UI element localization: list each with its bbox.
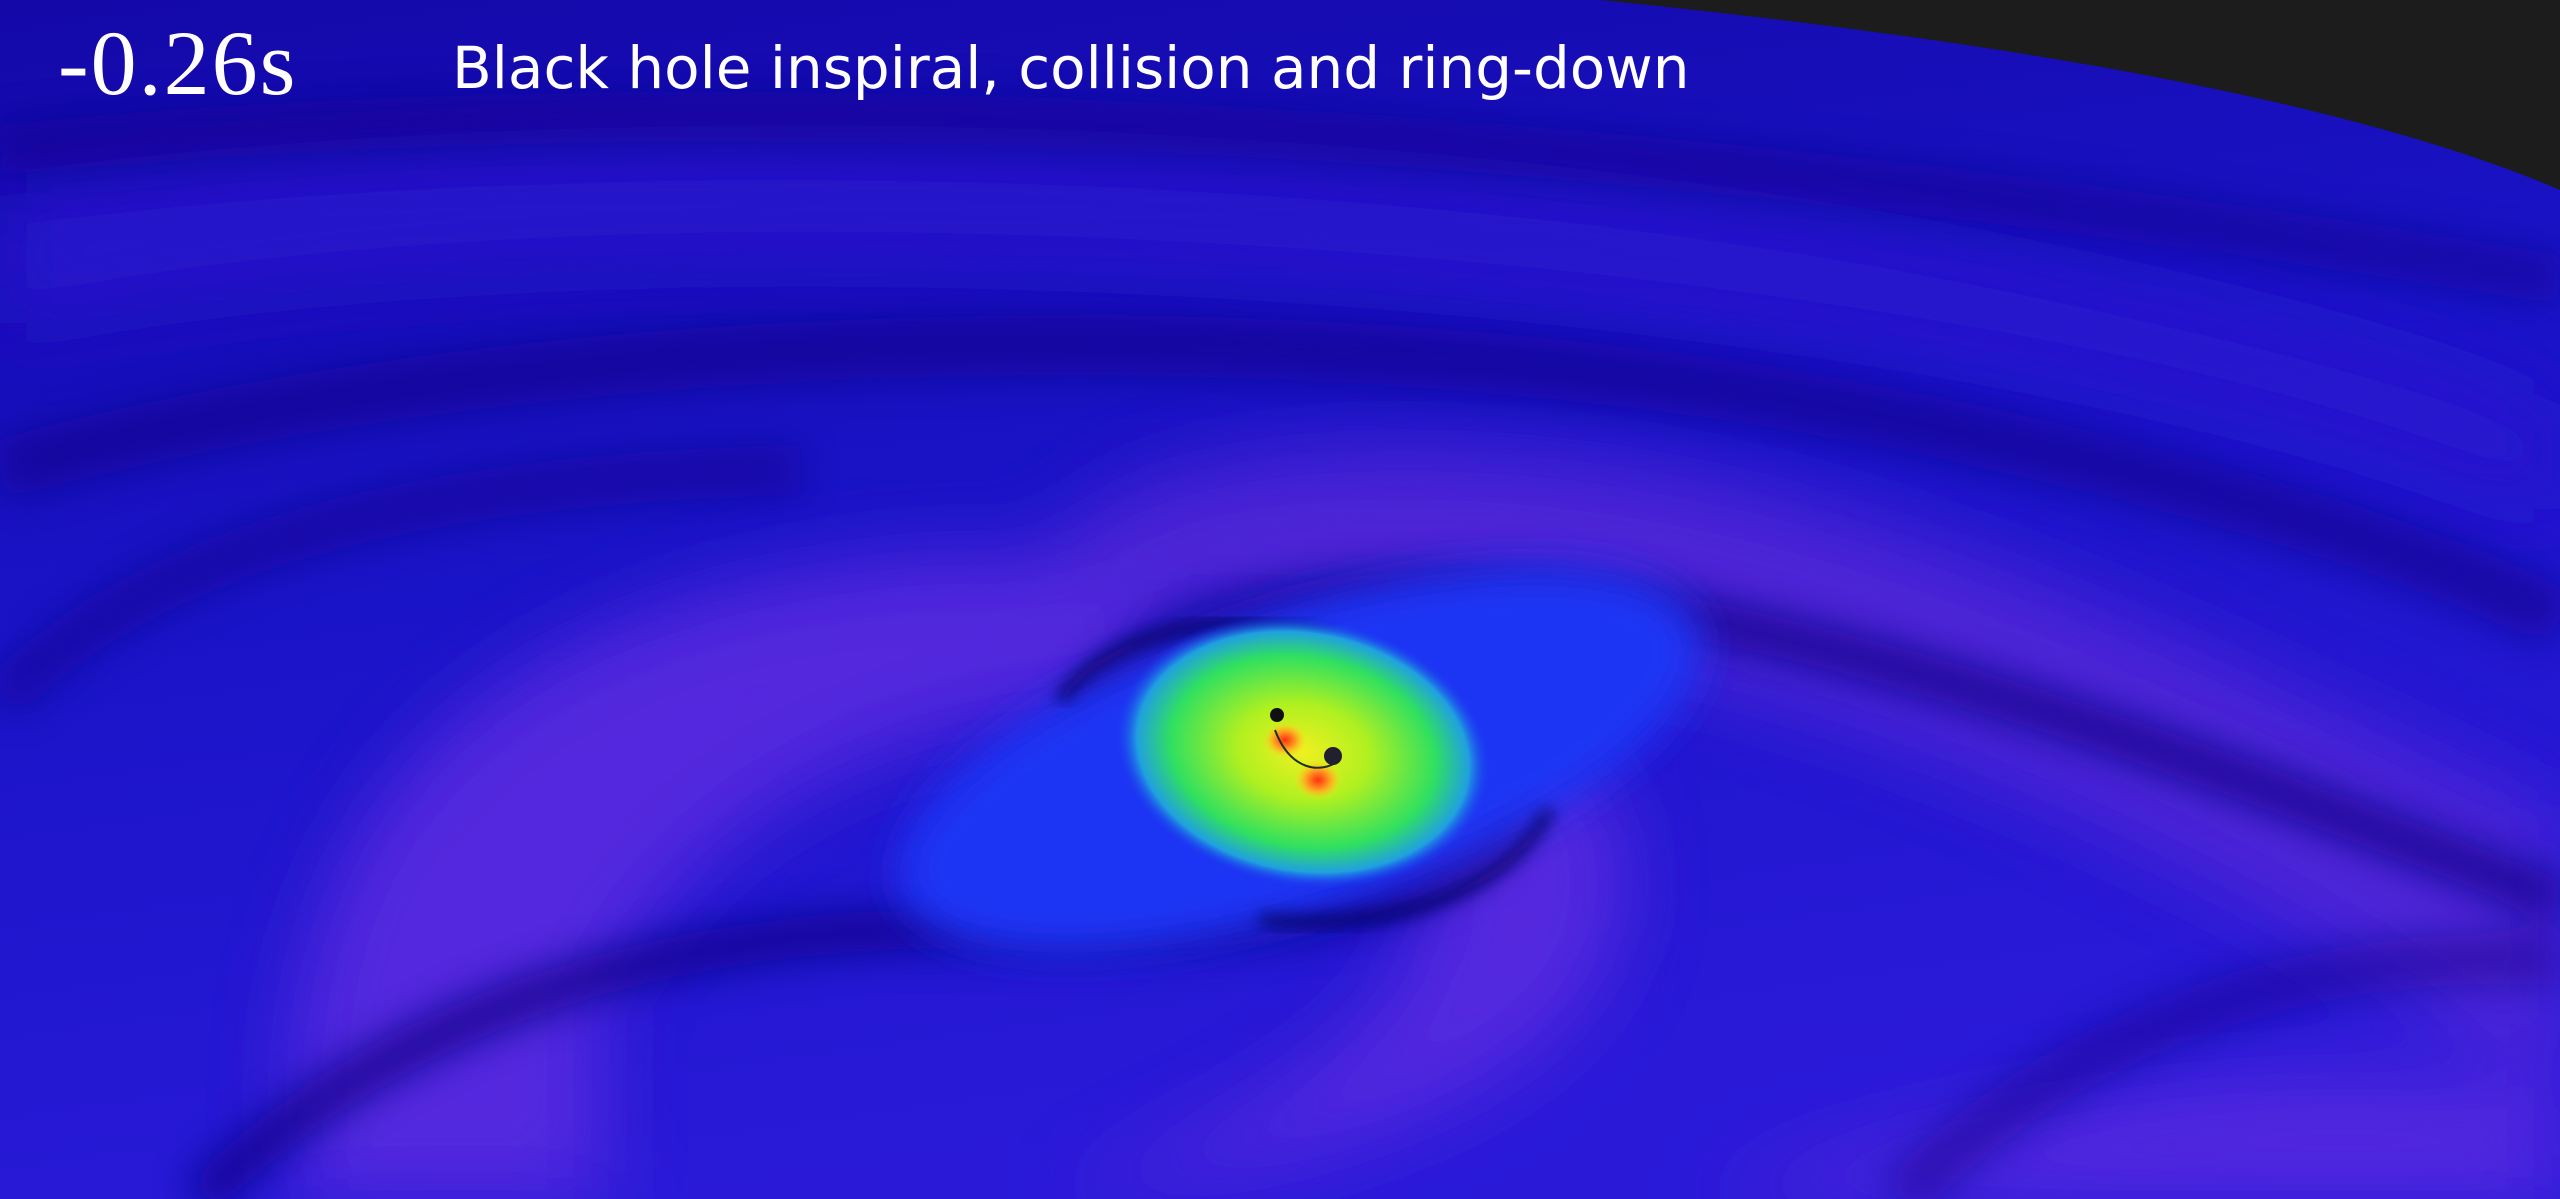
simulation-render: [0, 0, 2560, 1199]
timestamp: -0.26s: [58, 10, 297, 116]
title: Black hole inspiral, collision and ring-…: [452, 34, 1689, 102]
video-frame: -0.26s Black hole inspiral, collision an…: [0, 0, 2560, 1199]
